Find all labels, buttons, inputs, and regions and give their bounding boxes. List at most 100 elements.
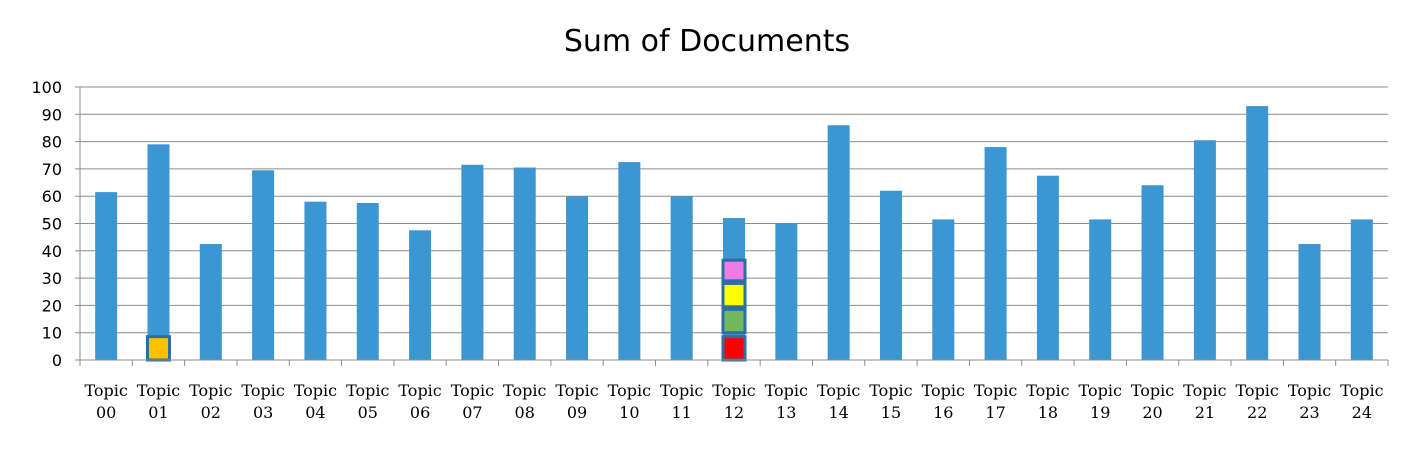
x-tick-label-line: 09	[567, 403, 587, 422]
bar	[461, 164, 484, 360]
x-tick-label-line: 18	[1038, 403, 1058, 422]
x-tick-label-line: Topic	[346, 381, 389, 400]
x-tick-label-line: Topic	[451, 381, 494, 400]
x-tick-label: Topic 18	[1026, 381, 1069, 422]
y-tick-label: 40	[42, 242, 62, 261]
bar	[147, 144, 170, 360]
y-tick-label: 80	[42, 133, 62, 152]
x-tick-label: Topic 07	[451, 381, 494, 422]
x-tick-label-line: Topic	[1131, 381, 1174, 400]
x-tick-label-line: Topic	[189, 381, 232, 400]
x-tick-label-line: Topic	[1288, 381, 1331, 400]
y-tick-label: 10	[42, 324, 62, 343]
y-tick-label: 30	[42, 269, 62, 288]
bar	[199, 243, 222, 360]
bar	[775, 223, 798, 360]
x-tick-label: Topic 00	[84, 381, 127, 422]
x-tick-label-line: Topic	[398, 381, 441, 400]
x-tick-label: Topic 14	[817, 381, 860, 422]
y-tick-label: 70	[42, 160, 62, 179]
x-tick-label-line: 22	[1247, 403, 1267, 422]
x-tick-label: Topic 10	[608, 381, 651, 422]
highlight-marker	[721, 258, 747, 283]
x-tick-label-line: Topic	[660, 381, 703, 400]
highlight-markers	[145, 258, 747, 362]
bars	[95, 106, 1373, 360]
x-tick-label-line: Topic	[1183, 381, 1226, 400]
x-tick-label-line: 14	[828, 403, 848, 422]
x-tick-label-line: Topic	[84, 381, 127, 400]
x-tick-label-line: Topic	[974, 381, 1017, 400]
x-tick-label: Topic 20	[1131, 381, 1174, 422]
bar	[1193, 140, 1216, 360]
x-tick-label-line: Topic	[294, 381, 337, 400]
x-tick-label-line: Topic	[1236, 381, 1279, 400]
x-tick-label-line: 12	[724, 403, 744, 422]
bar	[879, 190, 902, 360]
highlight-marker	[721, 307, 747, 335]
x-tick-label-line: Topic	[1026, 381, 1069, 400]
x-tick-label-line: 03	[253, 403, 273, 422]
y-tick-label: 20	[42, 296, 62, 315]
axes	[75, 86, 1389, 366]
bar	[356, 203, 379, 360]
x-tick-label: Topic 22	[1236, 381, 1279, 422]
x-tick-label-line: 24	[1352, 403, 1372, 422]
x-tick-label-line: Topic	[608, 381, 651, 400]
x-tick-label: Topic 04	[294, 381, 337, 422]
x-tick-label-line: Topic	[765, 381, 808, 400]
x-tick-label-line: Topic	[922, 381, 965, 400]
x-tick-label: Topic 13	[765, 381, 808, 422]
bar	[566, 196, 589, 360]
bar	[827, 125, 850, 360]
chart-title: Sum of Documents	[564, 24, 850, 59]
bar	[409, 230, 432, 360]
x-tick-label: Topic 08	[503, 381, 546, 422]
x-tick-label-line: 10	[619, 403, 639, 422]
x-tick-label: Topic 05	[346, 381, 389, 422]
x-tick-label-line: Topic	[137, 381, 180, 400]
bar	[1089, 219, 1112, 360]
y-tick-label: 90	[42, 105, 62, 124]
bar	[1141, 185, 1164, 360]
x-tick-label-line: Topic	[869, 381, 912, 400]
bar	[252, 170, 275, 360]
highlight-marker	[721, 335, 747, 362]
x-tick-label: Topic 09	[555, 381, 598, 422]
x-tick-label-line: 01	[148, 403, 168, 422]
x-tick-label-line: 04	[305, 403, 325, 422]
bar	[304, 201, 327, 360]
y-tick-label: 100	[31, 78, 62, 97]
x-tick-label: Topic 01	[137, 381, 180, 422]
x-tick-label: Topic 19	[1079, 381, 1122, 422]
x-tick-label-line: 08	[515, 403, 535, 422]
x-tick-label-line: 19	[1090, 403, 1110, 422]
y-tick-label: 60	[42, 187, 62, 206]
x-tick-label-line: 11	[672, 403, 692, 422]
x-tick-label: Topic 06	[398, 381, 441, 422]
x-tick-label-line: 21	[1195, 403, 1215, 422]
x-tick-label: Topic 15	[869, 381, 912, 422]
x-tick-label-line: 05	[358, 403, 378, 422]
x-tick-label: Topic 21	[1183, 381, 1226, 422]
x-tick-label-line: 13	[776, 403, 796, 422]
highlight-marker	[145, 335, 171, 362]
x-tick-label-line: Topic	[555, 381, 598, 400]
x-tick-label: Topic 03	[241, 381, 284, 422]
x-tick-label-line: 17	[985, 403, 1005, 422]
x-tick-label-line: Topic	[1340, 381, 1383, 400]
x-tick-label: Topic 24	[1340, 381, 1383, 422]
x-tick-label: Topic 23	[1288, 381, 1331, 422]
x-tick-label-line: 00	[96, 403, 116, 422]
bar	[618, 162, 641, 360]
bar	[670, 196, 693, 360]
x-tick-label: Topic 12	[712, 381, 755, 422]
bar	[984, 147, 1007, 360]
x-tick-label-line: 02	[201, 403, 221, 422]
x-tick-label-line: Topic	[1079, 381, 1122, 400]
bar	[1298, 243, 1321, 360]
x-tick-label-line: Topic	[503, 381, 546, 400]
x-tick-label: Topic 11	[660, 381, 703, 422]
x-tick-label-line: 16	[933, 403, 953, 422]
